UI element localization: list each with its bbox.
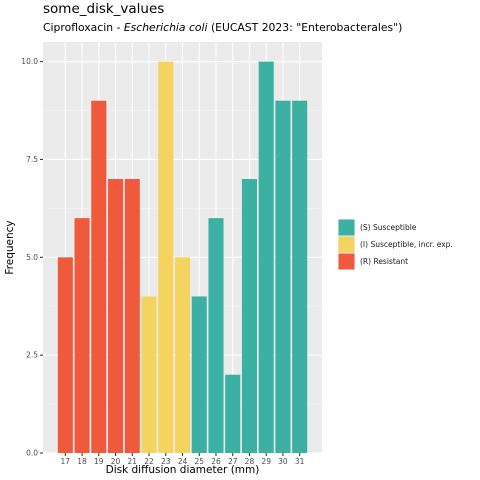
bar-20: [108, 179, 124, 453]
y-tick-label: 0.0: [26, 449, 38, 458]
bar-18: [74, 218, 90, 453]
bar-27: [225, 374, 241, 453]
bar-23: [158, 61, 174, 453]
bar-26: [208, 218, 224, 453]
legend-swatch-I: [338, 236, 355, 253]
x-tick-label: 17: [61, 457, 71, 466]
y-tick-label: 10.0: [21, 57, 38, 66]
bar-17: [57, 257, 73, 453]
x-tick-label: 19: [94, 457, 104, 466]
y-axis-title: Frequency: [4, 220, 16, 274]
x-axis-title: Disk diffusion diameter (mm): [106, 464, 260, 476]
x-tick-label: 31: [295, 457, 305, 466]
y-axis: 0.0 2.5 5.0 7.5 10.0: [21, 57, 43, 458]
bar-24: [174, 257, 191, 453]
chart-subtitle: Ciprofloxacin - Escherichia coli (EUCAST…: [43, 21, 402, 34]
subtitle-suffix: (EUCAST 2023: "Enterobacterales"): [207, 21, 403, 34]
x-tick-label: 24: [178, 457, 188, 466]
subtitle-prefix: Ciprofloxacin -: [43, 21, 124, 34]
x-tick-label: 29: [261, 457, 271, 466]
chart-title: some_disk_values: [43, 1, 165, 17]
y-tick-label: 5.0: [26, 253, 38, 262]
x-tick-label: 21: [128, 457, 138, 466]
legend-label-I: (I) Susceptible, incr. exp.: [360, 240, 453, 249]
bar-19: [91, 100, 107, 453]
subtitle-organism: Escherichia coli: [123, 21, 208, 34]
legend-swatch-R: [338, 253, 355, 270]
x-axis: 17 18 19 20 21 22 23 24 25 26 27 28 29 30 31: [61, 453, 305, 466]
bar-28: [241, 179, 257, 453]
y-tick-label: 7.5: [26, 155, 38, 164]
x-tick-label: 30: [278, 457, 288, 466]
bar-21: [124, 179, 140, 453]
bar-30: [275, 100, 291, 453]
y-tick-label: 2.5: [26, 351, 38, 360]
x-tick-label: 22: [144, 457, 154, 466]
x-tick-label: 27: [228, 457, 238, 466]
bar-31: [292, 100, 308, 453]
legend-label-R: (R) Resistant: [360, 257, 408, 266]
x-tick-label: 26: [211, 457, 221, 466]
legend-label-S: (S) Susceptible: [360, 223, 417, 232]
x-tick-label: 18: [77, 457, 87, 466]
x-tick-label: 28: [245, 457, 255, 466]
bar-25: [191, 296, 207, 453]
bar-22: [141, 296, 157, 453]
bars: [57, 61, 308, 453]
bar-29: [258, 61, 274, 453]
legend-swatch-S: [338, 219, 355, 236]
legend: (S) Susceptible (I) Susceptible, incr. ex…: [338, 219, 453, 270]
x-tick-label: 23: [161, 457, 171, 466]
x-tick-label: 25: [194, 457, 204, 466]
x-tick-label: 20: [111, 457, 121, 466]
